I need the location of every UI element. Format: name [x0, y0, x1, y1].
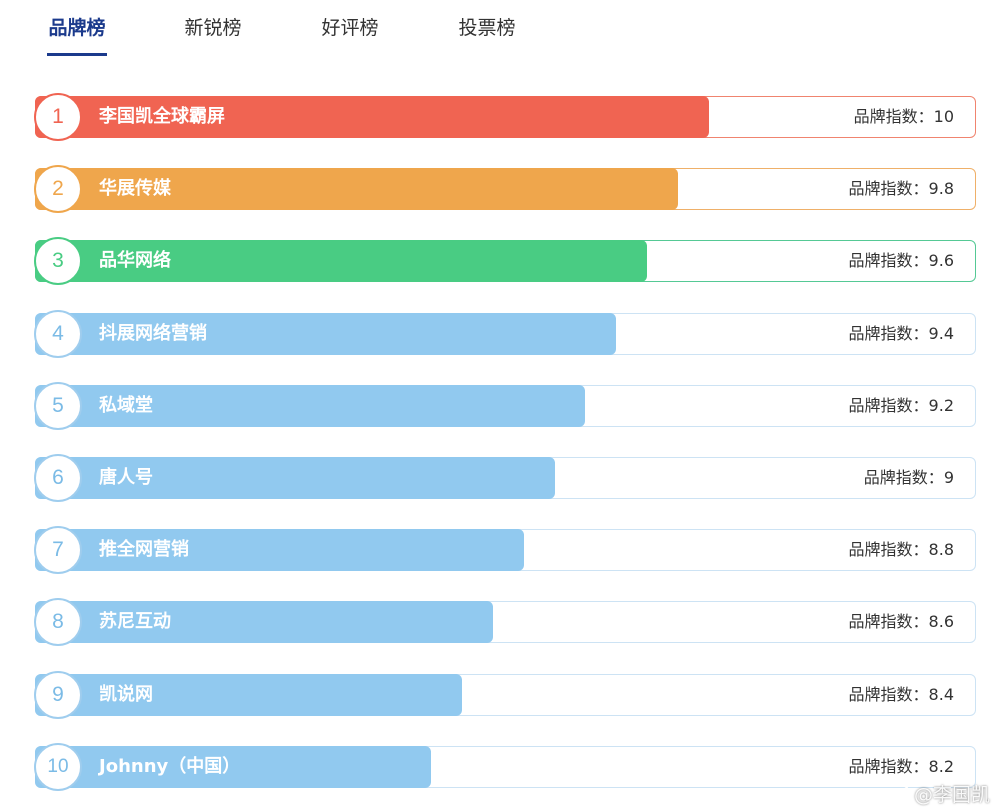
score-bar: [35, 312, 617, 355]
watermark-prefix: @: [913, 784, 933, 806]
score-bar: [35, 168, 679, 211]
score-value: 9.2: [928, 395, 954, 415]
score-value: 9.6: [928, 251, 954, 271]
rank-badge: 3: [34, 237, 82, 286]
score-value: 9.8: [928, 179, 954, 199]
brand-name: 推全网营销: [99, 539, 189, 561]
score-value: 9.4: [928, 323, 954, 343]
brand-score: 品牌指数：9.6: [849, 240, 954, 282]
brand-name: 唐人号: [99, 467, 153, 488]
brand-name: 华展传媒: [99, 178, 171, 200]
score-value: 10: [933, 107, 954, 126]
score-value: 9: [943, 468, 954, 487]
brand-score: 品牌指数：9.8: [849, 168, 954, 210]
brand-score: 品牌指数：8.2: [849, 746, 954, 788]
ranking-row[interactable]: 2 华展传媒 品牌指数：9.8: [0, 155, 1000, 225]
brand-score: 品牌指数：10: [854, 96, 954, 138]
score-label: 品牌指数：: [848, 179, 929, 199]
brand-name: 私域堂: [99, 394, 153, 416]
brand-score: 品牌指数：8.8: [849, 529, 954, 571]
ranking-row[interactable]: 1 李国凯全球霸屏 品牌指数：10: [0, 83, 1000, 153]
score-bar: [35, 240, 648, 283]
brand-name: 李国凯全球霸屏: [99, 106, 225, 127]
ranking-row[interactable]: 10 Johnny（中国） 品牌指数：8.2: [0, 733, 1000, 803]
score-label: 品牌指数：: [853, 107, 934, 126]
score-value: 8.6: [928, 612, 954, 632]
ranking-row[interactable]: 6 唐人号 品牌指数：9: [0, 444, 1000, 514]
ranking-row[interactable]: 9 凯说网 品牌指数：8.4: [0, 661, 1000, 731]
tab-reviews[interactable]: 好评榜: [321, 17, 379, 39]
ranking-row[interactable]: 4 抖展网络营销 品牌指数：9.4: [0, 300, 1000, 370]
score-bar: [35, 601, 493, 644]
ranking-row[interactable]: 8 苏尼互动 品牌指数：8.6: [0, 588, 1000, 658]
brand-name: Johnny（中国）: [99, 755, 241, 777]
ranking-list: 1 李国凯全球霸屏 品牌指数：10 2 华展传媒 品牌指数：9.8 3 品华网络 品牌指数：9.…: [0, 56, 1000, 810]
ranking-row[interactable]: 5 私域堂 品牌指数：9.2: [0, 372, 1000, 442]
ranking-row[interactable]: 7 推全网营销 品牌指数：8.8: [0, 516, 1000, 586]
rank-badge: 1: [34, 93, 82, 141]
score-label: 品牌指数：: [848, 251, 929, 271]
score-bar: [35, 529, 524, 572]
tab-bar: 品牌榜 新锐榜 好评榜 投票榜: [0, 0, 1000, 57]
brand-score: 品牌指数：9.4: [849, 313, 954, 355]
rank-badge: 10: [34, 742, 82, 791]
score-label: 品牌指数：: [863, 468, 944, 487]
score-label: 品牌指数：: [848, 540, 929, 560]
score-bar: [35, 384, 586, 427]
score-label: 品牌指数：: [848, 323, 929, 343]
score-bar: [35, 457, 555, 499]
watermark: @李国凯: [886, 780, 990, 808]
score-value: 8.2: [928, 756, 954, 776]
brand-score: 品牌指数：8.4: [849, 674, 954, 716]
score-label: 品牌指数：: [848, 684, 929, 704]
brand-name: 品华网络: [99, 250, 171, 272]
score-bar: [35, 745, 431, 788]
score-label: 品牌指数：: [848, 395, 929, 415]
brand-score: 品牌指数：8.6: [849, 601, 954, 643]
rank-badge: 7: [34, 526, 82, 575]
score-bar: [35, 96, 709, 138]
rank-badge: 6: [34, 454, 82, 502]
rank-badge: 9: [34, 670, 82, 719]
score-label: 品牌指数：: [848, 612, 929, 632]
tab-new[interactable]: 新锐榜: [184, 17, 242, 39]
rank-badge: 8: [34, 598, 82, 647]
rank-badge: 5: [34, 381, 82, 430]
brand-score: 品牌指数：9: [864, 457, 954, 499]
brand-name: 凯说网: [99, 683, 153, 705]
ranking-row[interactable]: 3 品华网络 品牌指数：9.6: [0, 227, 1000, 297]
rank-badge: 4: [34, 309, 82, 358]
score-value: 8.4: [928, 684, 954, 704]
rank-badge: 2: [34, 165, 82, 214]
tab-brand[interactable]: 品牌榜: [47, 0, 107, 56]
brand-score: 品牌指数：9.2: [849, 385, 954, 427]
tab-votes[interactable]: 投票榜: [458, 17, 516, 39]
score-bar: [35, 673, 462, 716]
weibo-icon: [886, 783, 910, 808]
score-label: 品牌指数：: [848, 756, 929, 776]
brand-name: 抖展网络营销: [99, 322, 207, 344]
watermark-text: 李国凯: [932, 784, 990, 806]
brand-name: 苏尼互动: [99, 611, 171, 633]
score-value: 8.8: [928, 540, 954, 560]
